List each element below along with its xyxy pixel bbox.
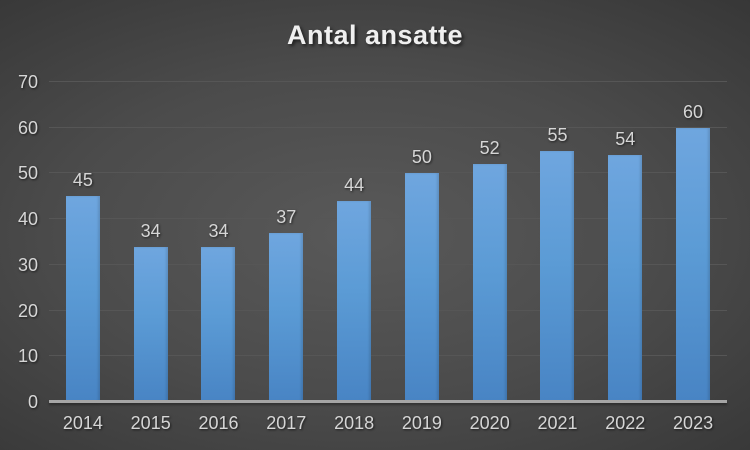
y-tick-label: 0	[27, 392, 38, 412]
x-tick-label: 2019	[401, 413, 442, 433]
y-tick-label: 60	[17, 117, 38, 138]
bar-value-label: 50	[411, 147, 432, 168]
bar-value-label: 44	[344, 174, 365, 195]
gridline	[49, 126, 727, 128]
x-axis-labels: 2014 2015 2016 2017 2018 2019 2020 2021 2022 2023	[49, 409, 727, 437]
gridline	[49, 81, 727, 82]
chart-title: Antal ansatte	[286, 20, 464, 50]
y-axis-labels: 0 10 20 30 40 50 60 70	[0, 72, 38, 412]
bar-2017	[269, 232, 304, 402]
bar-value-label: 52	[479, 138, 500, 159]
bars-row: 45 34 34 37 44 50 52 55 54 60	[49, 82, 727, 402]
bar-column-2022: 54	[591, 82, 659, 402]
gridline	[49, 263, 727, 265]
bar-value-label: 37	[276, 206, 297, 227]
x-tick-label: 2015	[130, 413, 171, 433]
bar-2022	[608, 155, 643, 402]
y-tick-label: 40	[17, 209, 38, 230]
bar-value-label: 55	[547, 124, 568, 145]
x-tick-label: 2017	[266, 413, 307, 433]
x-tick-label: 2018	[334, 413, 375, 433]
bar-column-2018: 44	[320, 82, 388, 402]
y-tick-label: 70	[17, 72, 38, 92]
bar-column-2019: 50	[388, 82, 456, 402]
gridline	[49, 218, 727, 220]
gridline	[49, 355, 727, 357]
bar-value-label: 45	[72, 170, 93, 191]
y-tick-label: 20	[17, 300, 38, 321]
bar-2021	[540, 150, 575, 402]
bar-value-label: 60	[683, 101, 704, 122]
bar-value-label: 34	[208, 220, 229, 241]
bar-column-2023: 60	[659, 82, 727, 402]
bar-column-2017: 37	[252, 82, 320, 402]
bar-2023	[676, 127, 711, 402]
bar-column-2015: 34	[117, 82, 185, 402]
bar-column-2021: 55	[524, 82, 592, 402]
x-tick-label: 2016	[198, 413, 239, 433]
bar-2020	[472, 164, 507, 402]
x-tick-label: 2014	[62, 413, 103, 433]
bar-2018	[337, 200, 372, 402]
gridline	[49, 172, 727, 174]
bar-2014	[65, 196, 100, 402]
bar-column-2016: 34	[185, 82, 253, 402]
x-axis-line	[49, 400, 727, 403]
bar-2016	[201, 246, 236, 402]
bar-2019	[404, 173, 439, 402]
x-tick-label: 2021	[537, 413, 578, 433]
gridlines	[49, 81, 727, 402]
bar-value-label: 54	[615, 129, 636, 150]
x-tick-label: 2020	[469, 413, 510, 433]
y-tick-label: 50	[17, 163, 38, 184]
bar-column-2014: 45	[49, 82, 117, 402]
x-tick-label: 2022	[605, 413, 646, 433]
y-tick-label: 10	[17, 346, 38, 367]
x-tick-label: 2023	[673, 413, 714, 433]
y-tick-label: 30	[17, 254, 38, 275]
gridline	[49, 309, 727, 311]
bar-2015	[133, 246, 168, 402]
bar-value-label: 34	[140, 220, 161, 241]
plot-area: 45 34 34 37 44 50 52 55 54 60	[49, 81, 727, 403]
bar-column-2020: 52	[456, 82, 524, 402]
